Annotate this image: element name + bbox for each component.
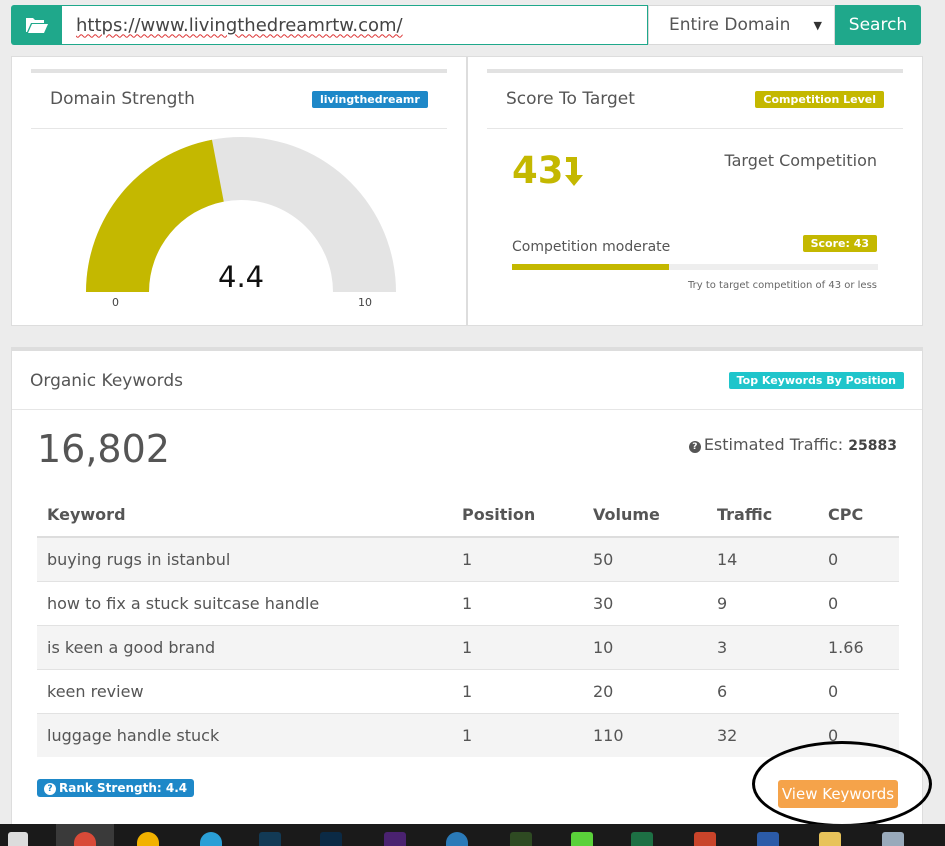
column-header[interactable]: CPC — [818, 493, 899, 538]
traffic-cell: 9 — [707, 580, 818, 625]
traffic-cell: 3 — [707, 624, 818, 669]
table-row: luggage handle stuck 1 110 32 0 — [37, 712, 899, 757]
competition-progress-fill — [512, 264, 670, 270]
competition-hint: Try to target competition of 43 or less — [687, 280, 877, 291]
browser-icon[interactable] — [200, 832, 222, 846]
card-divider — [487, 128, 903, 129]
card-divider — [12, 409, 922, 410]
card-top-border — [31, 69, 447, 73]
url-input[interactable]: https://www.livingthedreamrtw.com/ — [61, 5, 648, 45]
score-value: 43 — [512, 149, 564, 192]
search-button[interactable]: Search — [835, 5, 921, 45]
position-cell: 1 — [452, 580, 583, 625]
card-divider — [31, 128, 447, 129]
keyword-cell[interactable]: luggage handle stuck — [37, 712, 452, 757]
position-cell: 1 — [452, 624, 583, 669]
app-icon[interactable] — [446, 832, 468, 846]
rank-strength-badge: ? Rank Strength: 4.4 — [37, 779, 195, 797]
keyword-cell[interactable]: is keen a good brand — [37, 624, 452, 669]
windows-taskbar — [0, 824, 945, 846]
premiere-rush-icon[interactable] — [384, 832, 406, 846]
firefox-icon[interactable] — [137, 832, 159, 846]
volume-cell: 20 — [583, 668, 707, 713]
domain-strength-gauge — [86, 137, 396, 292]
file-explorer-icon[interactable] — [819, 832, 841, 846]
arrow-down-icon — [565, 157, 583, 186]
column-header[interactable]: Volume — [583, 493, 707, 538]
keyword-cell[interactable]: buying rugs in istanbul — [37, 536, 452, 581]
competition-progress-bar — [512, 264, 878, 270]
scope-select[interactable]: Entire Domain ▼ — [648, 5, 835, 45]
gauge-fill — [86, 139, 224, 292]
table-row: is keen a good brand 1 10 3 1.66 — [37, 624, 899, 669]
domain-badge: livingthedreamr — [312, 91, 428, 108]
gauge-value: 4.4 — [218, 260, 265, 294]
cpc-cell: 0 — [818, 580, 899, 625]
gauge-min-label: 0 — [112, 296, 119, 309]
organic-keywords-title: Organic Keywords — [30, 371, 183, 391]
competition-level-badge: Competition Level — [755, 91, 884, 108]
volume-cell: 10 — [583, 624, 707, 669]
open-folder-button[interactable] — [11, 5, 63, 45]
position-cell: 1 — [452, 712, 583, 757]
position-cell: 1 — [452, 536, 583, 581]
keywords-table: Keyword Position Volume Traffic CPC buyi… — [37, 493, 899, 757]
score-to-target-card: Score To Target Competition Level 43 Tar… — [467, 56, 923, 326]
column-header[interactable]: Traffic — [707, 493, 818, 538]
score-badge: Score: 43 — [802, 235, 877, 252]
traffic-value: 25883 — [848, 438, 897, 454]
traffic-label: Estimated Traffic: — [703, 435, 844, 454]
photoshop-icon[interactable] — [320, 832, 342, 846]
table-row: how to fix a stuck suitcase handle 1 30 … — [37, 580, 899, 625]
score-to-target-title: Score To Target — [506, 89, 635, 109]
chrome-icon[interactable] — [74, 832, 96, 846]
domain-strength-card: Domain Strength livingthedreamr 4.4 0 10 — [11, 56, 467, 326]
traffic-cell: 6 — [707, 668, 818, 713]
app-icon[interactable] — [571, 832, 593, 846]
volume-cell: 50 — [583, 536, 707, 581]
excel-icon[interactable] — [631, 832, 653, 846]
annotation-ellipse — [752, 741, 932, 827]
app-icon[interactable] — [882, 832, 904, 846]
keyword-cell[interactable]: keen review — [37, 668, 452, 713]
lightroom-icon[interactable] — [259, 832, 281, 846]
cpc-cell: 0 — [818, 536, 899, 581]
cpc-cell: 1.66 — [818, 624, 899, 669]
folder-open-icon — [26, 18, 48, 33]
volume-cell: 30 — [583, 580, 707, 625]
column-header[interactable]: Keyword — [37, 493, 452, 538]
cpc-cell: 0 — [818, 668, 899, 713]
question-circle-icon[interactable]: ? — [44, 783, 56, 795]
estimated-traffic: ? Estimated Traffic: 25883 — [688, 435, 897, 454]
word-icon[interactable] — [757, 832, 779, 846]
organic-keywords-card: Organic Keywords Top Keywords By Positio… — [11, 347, 923, 827]
domain-strength-title: Domain Strength — [50, 89, 195, 109]
gauge-max-label: 10 — [358, 296, 372, 309]
position-cell: 1 — [452, 668, 583, 713]
top-keywords-badge: Top Keywords By Position — [728, 372, 904, 389]
caret-down-icon: ▼ — [813, 18, 822, 32]
keywords-total: 16,802 — [37, 427, 170, 471]
rank-strength-label: Rank Strength: 4.4 — [59, 781, 188, 795]
traffic-cell: 14 — [707, 536, 818, 581]
competition-moderate-label: Competition moderate — [512, 239, 671, 255]
question-circle-icon[interactable]: ? — [688, 441, 701, 453]
windows-start-icon[interactable] — [8, 832, 28, 846]
table-header-row: Keyword Position Volume Traffic CPC — [37, 493, 899, 538]
table-row: keen review 1 20 6 0 — [37, 668, 899, 713]
app-icon[interactable] — [510, 832, 532, 846]
volume-cell: 110 — [583, 712, 707, 757]
keyword-cell[interactable]: how to fix a stuck suitcase handle — [37, 580, 452, 625]
url-text: https://www.livingthedreamrtw.com/ — [76, 14, 403, 36]
powerpoint-icon[interactable] — [694, 832, 716, 846]
table-row: buying rugs in istanbul 1 50 14 0 — [37, 536, 899, 581]
column-header[interactable]: Position — [452, 493, 583, 538]
card-top-border — [487, 69, 903, 73]
scope-select-value: Entire Domain — [669, 15, 791, 35]
target-competition-label: Target Competition — [724, 151, 878, 170]
